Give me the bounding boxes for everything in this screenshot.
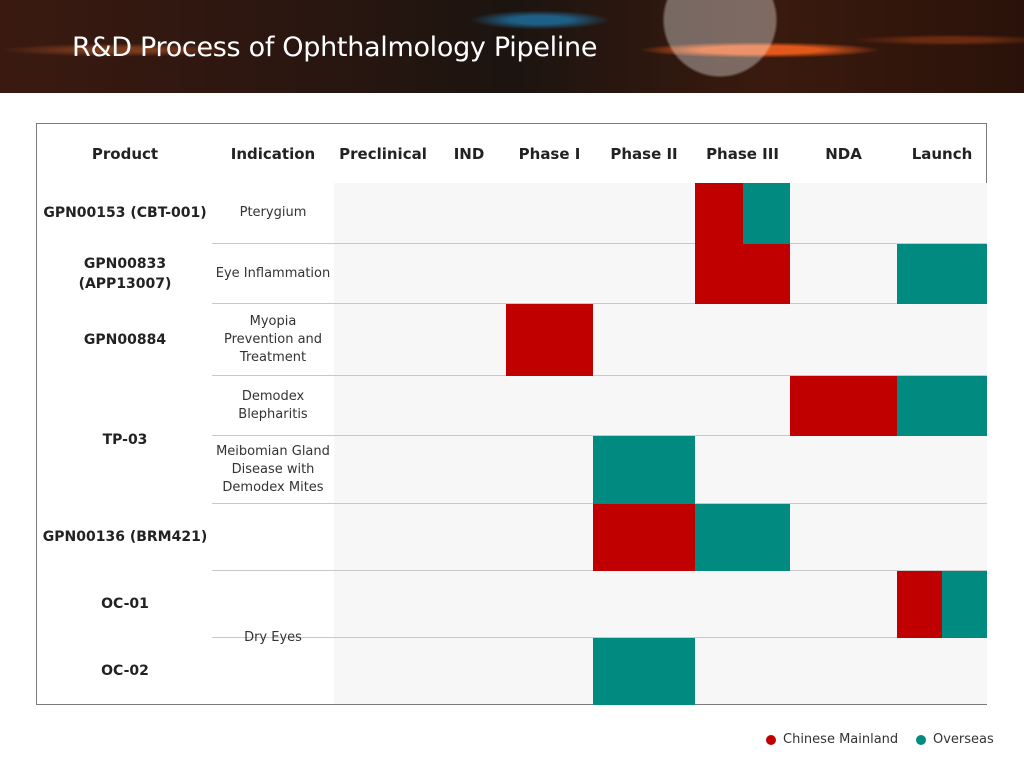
row-separator bbox=[212, 435, 987, 436]
row-separator bbox=[212, 243, 987, 244]
row-band bbox=[334, 244, 987, 303]
row-separator bbox=[212, 303, 987, 304]
stage-bar-overseas bbox=[742, 183, 790, 244]
page-title: R&D Process of Ophthalmology Pipeline bbox=[72, 32, 598, 63]
row-band bbox=[334, 571, 987, 637]
stage-bar-chinese-mainland bbox=[897, 571, 942, 638]
row-separator bbox=[212, 637, 987, 638]
stage-bar-chinese-mainland bbox=[695, 183, 743, 244]
stage-bar-chinese-mainland bbox=[695, 244, 790, 304]
indication-label: Eye Inflammation bbox=[215, 265, 331, 281]
row-separator bbox=[212, 375, 987, 376]
column-header-launch: Launch bbox=[911, 145, 973, 163]
column-header-product: Product bbox=[91, 145, 159, 163]
stage-bar-overseas bbox=[695, 504, 790, 571]
product-label: GPN00833 (APP13007) bbox=[78, 255, 172, 292]
stage-bar-overseas bbox=[897, 376, 987, 436]
stage-bar-overseas bbox=[593, 638, 695, 705]
header-banner bbox=[0, 0, 1024, 93]
column-header-preclinical: Preclinical bbox=[339, 145, 427, 163]
indication-label: Demodex Blepharitis bbox=[238, 388, 308, 422]
product-label: OC-02 bbox=[101, 663, 149, 679]
stage-bar-chinese-mainland bbox=[593, 504, 695, 571]
column-header-phase-iii: Phase III bbox=[706, 145, 779, 163]
legend-dot-chinese-mainland bbox=[766, 735, 776, 745]
product-label: GPN00153 (CBT-001) bbox=[43, 205, 207, 221]
column-header-phase-i: Phase I bbox=[518, 145, 581, 163]
indication-label: Pterygium bbox=[239, 205, 307, 220]
legend-dot-overseas bbox=[916, 735, 926, 745]
row-band bbox=[334, 183, 987, 243]
column-header-indication: Indication bbox=[230, 145, 316, 163]
stage-bar-chinese-mainland bbox=[506, 304, 593, 376]
legend-label-chinese-mainland: Chinese Mainland bbox=[783, 732, 899, 747]
indication-label: Myopia Prevention and Treatment bbox=[223, 313, 323, 365]
product-label: TP-03 bbox=[102, 431, 148, 448]
column-header-nda: NDA bbox=[825, 145, 862, 163]
stage-bar-overseas bbox=[593, 436, 695, 504]
indication-label: Dry Eyes bbox=[244, 629, 302, 645]
indication-label: Meibomian Gland Disease with Demodex Mit… bbox=[216, 443, 330, 495]
column-header-phase-ii: Phase II bbox=[610, 145, 678, 163]
column-header-ind: IND bbox=[453, 145, 485, 163]
stage-bar-overseas bbox=[942, 571, 987, 638]
stage-bar-overseas bbox=[897, 244, 987, 304]
product-label: GPN00884 bbox=[83, 331, 167, 348]
legend-label-overseas: Overseas bbox=[933, 732, 994, 747]
stage-bar-chinese-mainland bbox=[790, 376, 897, 436]
row-band bbox=[334, 304, 987, 375]
product-label: GPN00136 (BRM421) bbox=[42, 529, 208, 545]
product-label: OC-01 bbox=[101, 596, 149, 612]
